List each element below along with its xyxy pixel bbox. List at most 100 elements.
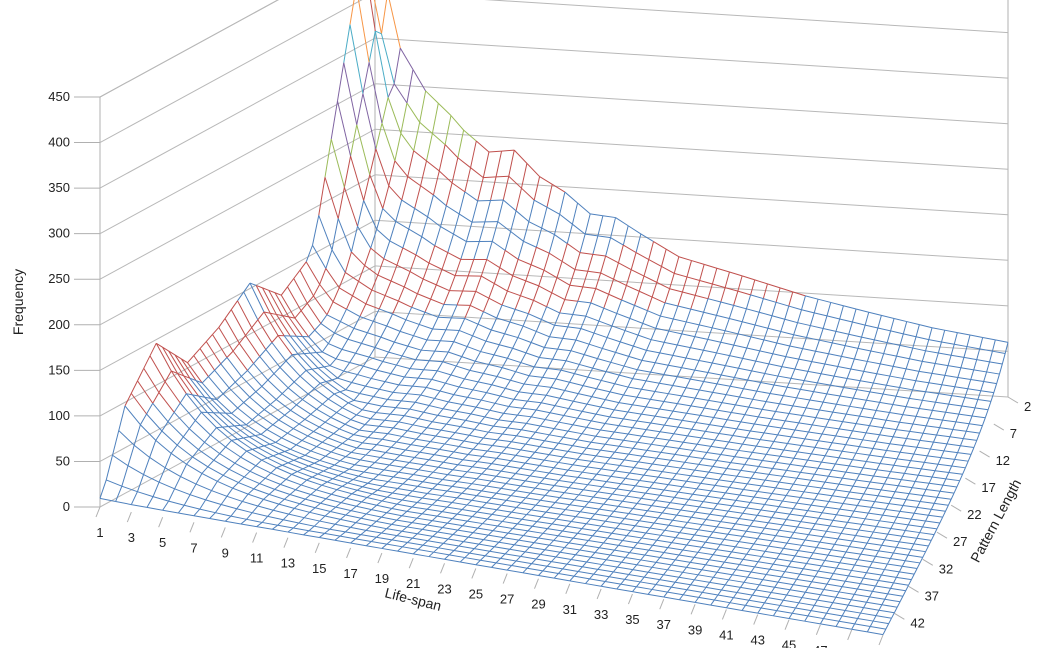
mesh-segment bbox=[324, 532, 341, 537]
mesh-segment bbox=[559, 390, 566, 399]
mesh-segment bbox=[730, 462, 745, 466]
mesh-segment bbox=[146, 413, 163, 432]
mesh-segment bbox=[436, 284, 450, 292]
mesh-segment bbox=[761, 485, 776, 489]
mesh-segment bbox=[686, 544, 702, 548]
mesh-segment bbox=[675, 532, 681, 538]
mesh-segment bbox=[863, 602, 868, 608]
mesh-segment bbox=[232, 350, 248, 371]
mesh-segment bbox=[459, 386, 473, 391]
mesh-segment bbox=[654, 408, 660, 417]
mesh-segment bbox=[596, 388, 611, 393]
mesh-segment bbox=[525, 492, 531, 499]
mesh-segment bbox=[826, 384, 831, 395]
mesh-segment bbox=[515, 473, 531, 477]
mesh-segment bbox=[350, 124, 358, 157]
mesh-segment bbox=[611, 325, 626, 332]
mesh-segment bbox=[446, 485, 453, 492]
mesh-segment bbox=[935, 401, 949, 405]
mesh-segment bbox=[875, 550, 880, 557]
mesh-segment bbox=[536, 516, 542, 522]
mesh-segment bbox=[513, 398, 528, 402]
mesh-segment bbox=[400, 393, 408, 402]
mesh-segment bbox=[806, 407, 820, 411]
mesh-segment bbox=[622, 411, 629, 420]
mesh-segment bbox=[818, 440, 833, 444]
mesh-segment bbox=[522, 530, 529, 536]
mesh-segment bbox=[637, 435, 643, 443]
mesh-segment bbox=[512, 414, 518, 422]
mesh-segment bbox=[590, 518, 606, 522]
mesh-segment bbox=[512, 528, 528, 532]
mesh-segment bbox=[670, 559, 676, 566]
mesh-segment bbox=[344, 419, 352, 425]
mesh-segment bbox=[396, 503, 413, 508]
mesh-segment bbox=[896, 576, 912, 581]
mesh-segment bbox=[935, 393, 940, 403]
mesh-segment bbox=[900, 473, 905, 480]
mesh-segment bbox=[600, 272, 614, 280]
mesh-segment bbox=[515, 362, 522, 372]
x-tick-label: 43 bbox=[750, 633, 764, 648]
mesh-segment bbox=[473, 422, 480, 430]
mesh-segment bbox=[570, 339, 577, 351]
mesh-segment bbox=[964, 388, 969, 398]
mesh-segment bbox=[319, 382, 335, 395]
mesh-segment bbox=[869, 382, 874, 393]
mesh-segment bbox=[642, 450, 648, 457]
mesh-segment bbox=[618, 505, 633, 510]
mesh-segment bbox=[890, 582, 894, 589]
mesh-segment bbox=[622, 539, 638, 544]
mesh-segment bbox=[214, 363, 222, 371]
mesh-segment bbox=[438, 547, 455, 551]
mesh-segment bbox=[365, 289, 373, 305]
mesh-segment bbox=[655, 561, 672, 566]
mesh-segment bbox=[341, 482, 348, 487]
mesh-segment bbox=[491, 221, 499, 242]
mesh-segment bbox=[416, 513, 423, 519]
mesh-segment bbox=[586, 420, 592, 428]
mesh-segment bbox=[771, 492, 787, 496]
mesh-segment bbox=[441, 506, 448, 513]
mesh-segment bbox=[821, 506, 826, 513]
mesh-segment bbox=[421, 513, 438, 517]
mesh-segment bbox=[461, 356, 476, 362]
mesh-segment bbox=[470, 140, 477, 168]
mesh-segment bbox=[734, 541, 740, 548]
mesh-segment bbox=[942, 478, 947, 486]
mesh-segment bbox=[397, 286, 405, 302]
mesh-segment bbox=[640, 492, 646, 499]
mesh-segment bbox=[436, 511, 443, 517]
mesh-segment bbox=[620, 478, 626, 485]
mesh-segment bbox=[437, 483, 453, 487]
mesh-segment bbox=[437, 461, 444, 468]
mesh-segment bbox=[319, 537, 335, 541]
mesh-segment bbox=[603, 542, 619, 546]
mesh-segment bbox=[316, 446, 332, 453]
mesh-segment bbox=[317, 473, 333, 480]
mesh-segment bbox=[946, 436, 951, 445]
mesh-segment bbox=[363, 471, 379, 476]
x-tick bbox=[283, 537, 289, 548]
mesh-segment bbox=[139, 413, 148, 425]
mesh-segment bbox=[656, 281, 670, 290]
mesh-segment bbox=[406, 385, 413, 394]
mesh-segment bbox=[591, 455, 597, 462]
mesh-segment bbox=[487, 530, 494, 536]
mesh-segment bbox=[382, 485, 398, 490]
mesh-segment bbox=[864, 512, 869, 520]
mesh-segment bbox=[510, 460, 526, 464]
mesh-segment bbox=[545, 419, 560, 423]
mesh-segment bbox=[627, 411, 642, 415]
mesh-segment bbox=[575, 554, 591, 558]
mesh-segment bbox=[807, 510, 823, 514]
mesh-segment bbox=[696, 483, 702, 490]
mesh-segment bbox=[324, 528, 331, 534]
mesh-segment bbox=[862, 572, 867, 579]
mesh-segment bbox=[698, 350, 704, 361]
mesh-segment bbox=[832, 602, 849, 606]
mesh-segment bbox=[636, 564, 653, 568]
mesh-segment bbox=[581, 523, 587, 529]
mesh-segment bbox=[444, 144, 459, 159]
mesh-segment bbox=[555, 556, 572, 560]
